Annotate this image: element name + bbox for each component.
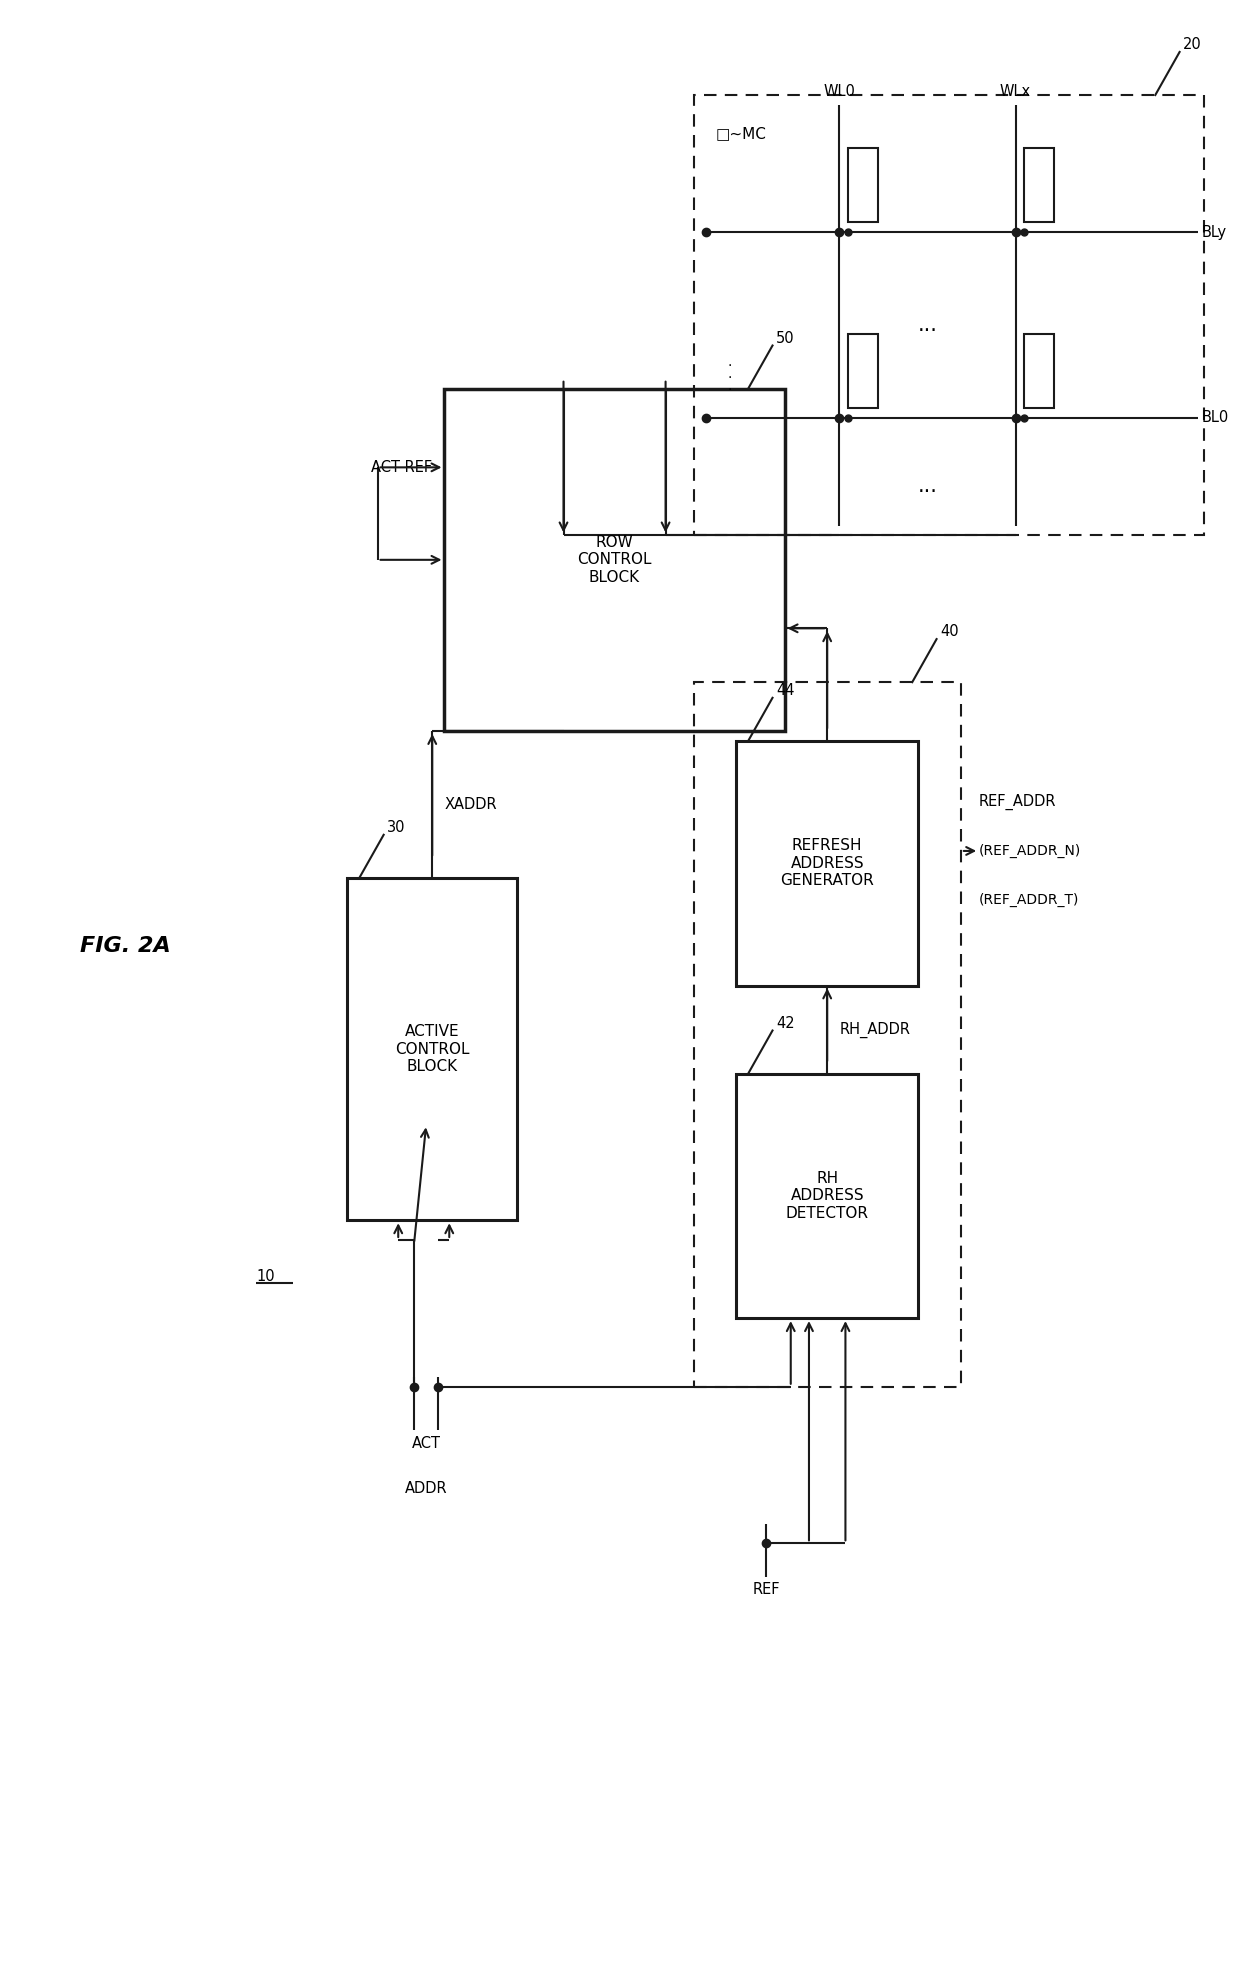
Text: □~MC: □~MC [715, 126, 766, 142]
Text: REF_ADDR: REF_ADDR [980, 794, 1056, 810]
Text: ...: ... [918, 477, 937, 497]
Text: WL0: WL0 [823, 85, 856, 99]
Text: 10: 10 [257, 1269, 275, 1285]
Text: 20: 20 [1183, 37, 1202, 51]
Text: RH_ADDR: RH_ADDR [839, 1021, 910, 1037]
Bar [693, 682, 961, 1388]
Text: WLx: WLx [999, 85, 1032, 99]
Text: REFRESH
ADDRESS
GENERATOR: REFRESH ADDRESS GENERATOR [780, 838, 874, 889]
Text: 42: 42 [776, 1015, 795, 1031]
Text: REF: REF [753, 1583, 780, 1597]
Text: (REF_ADDR_T): (REF_ADDR_T) [980, 893, 1080, 907]
Bar [848, 148, 878, 223]
Bar [1024, 333, 1054, 408]
Text: .
.
.: . . . [728, 355, 732, 392]
Bar [737, 741, 919, 986]
Text: XADDR: XADDR [444, 796, 497, 812]
Text: ACT: ACT [412, 1435, 440, 1451]
Bar [693, 95, 1204, 536]
Text: ACTIVE
CONTROL
BLOCK: ACTIVE CONTROL BLOCK [396, 1025, 470, 1074]
Text: BL0: BL0 [1202, 410, 1229, 426]
Text: ACT REF: ACT REF [371, 459, 433, 475]
Text: 40: 40 [940, 625, 959, 639]
Text: ...: ... [918, 315, 937, 335]
Bar [737, 1074, 919, 1319]
Text: 44: 44 [776, 682, 795, 698]
Bar [1024, 148, 1054, 223]
Text: 50: 50 [776, 331, 795, 345]
Text: 30: 30 [387, 820, 405, 836]
Text: ADDR: ADDR [405, 1480, 448, 1496]
Bar [848, 333, 878, 408]
Text: ROW
CONTROL
BLOCK: ROW CONTROL BLOCK [578, 534, 652, 585]
Bar [347, 877, 517, 1220]
Text: FIG. 2A: FIG. 2A [79, 936, 171, 956]
Text: RH
ADDRESS
DETECTOR: RH ADDRESS DETECTOR [786, 1171, 869, 1220]
Text: BLy: BLy [1202, 225, 1226, 240]
Text: (REF_ADDR_N): (REF_ADDR_N) [980, 844, 1081, 857]
Bar [444, 388, 785, 731]
